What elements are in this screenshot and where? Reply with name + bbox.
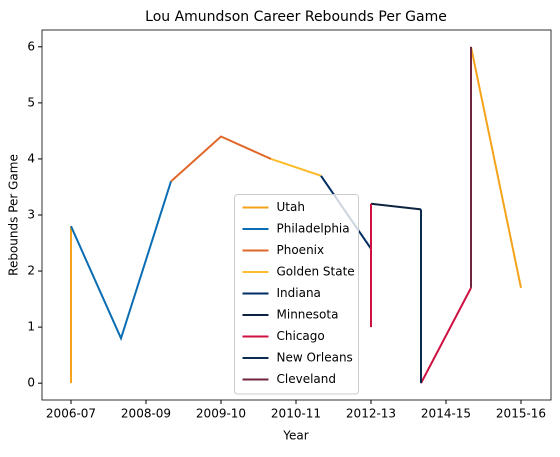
y-tick-label: 1 bbox=[27, 320, 35, 334]
plot-frame bbox=[41, 29, 552, 401]
legend-label: New Orleans bbox=[277, 351, 353, 365]
x-tick-label: 2015-16 bbox=[496, 407, 546, 421]
y-tick-label: 6 bbox=[27, 39, 35, 53]
legend-box bbox=[234, 194, 359, 395]
legend-label: Minnesota bbox=[277, 308, 339, 322]
legend-label: Philadelphia bbox=[277, 222, 350, 236]
legend-label: Chicago bbox=[277, 329, 325, 343]
legend-label: Utah bbox=[277, 200, 305, 214]
line-series bbox=[70, 181, 172, 342]
legend-label: Phoenix bbox=[277, 243, 325, 257]
y-axis-label: Rebounds Per Game bbox=[7, 154, 21, 276]
y-tick-label: 4 bbox=[27, 151, 35, 165]
x-tick-label: 2009-10 bbox=[196, 407, 246, 421]
y-tick-label: 3 bbox=[27, 208, 35, 222]
x-tick-label: 2010-11 bbox=[271, 407, 321, 421]
x-tick-label: 2012-13 bbox=[346, 407, 396, 421]
y-tick-label: 5 bbox=[27, 95, 35, 109]
line-series bbox=[270, 157, 322, 177]
x-tick-label: 2008-09 bbox=[121, 407, 171, 421]
x-tick-label: 2014-15 bbox=[421, 407, 471, 421]
legend-label: Indiana bbox=[277, 286, 321, 300]
legend-label: Golden State bbox=[277, 265, 355, 279]
legend-label: Cleveland bbox=[277, 372, 337, 386]
line-series bbox=[370, 203, 472, 384]
x-axis-label: Year bbox=[282, 429, 308, 443]
line-series bbox=[170, 135, 272, 183]
chart-title: Lou Amundson Career Rebounds Per Game bbox=[145, 9, 447, 25]
y-tick-label: 0 bbox=[27, 376, 35, 390]
line-series bbox=[370, 202, 422, 211]
x-tick-label: 2006-07 bbox=[46, 407, 96, 421]
line-series bbox=[70, 46, 522, 384]
y-tick-label: 2 bbox=[27, 264, 35, 278]
